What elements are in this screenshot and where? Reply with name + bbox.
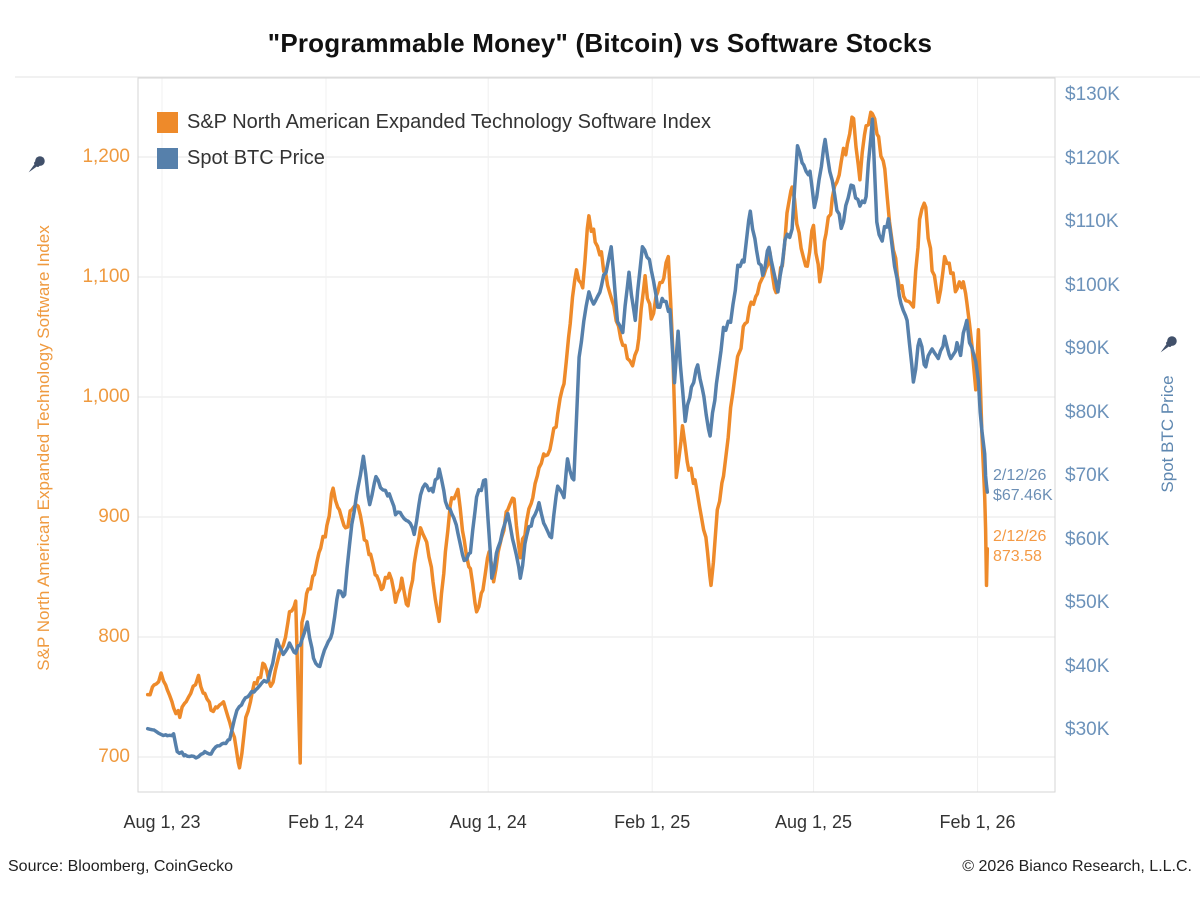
x-axis-tick-label: Feb 1, 24 <box>287 812 365 832</box>
left-axis-tick-label: 800 <box>98 626 130 647</box>
legend-item: Spot BTC Price <box>157 147 711 170</box>
btc-last-value-annotation: 2/12/26 $67.46K <box>993 466 1053 506</box>
legend-label: Spot BTC Price <box>187 147 325 169</box>
x-axis-tick-label: Feb 1, 25 <box>614 812 691 832</box>
left-axis-tick-label: 900 <box>98 506 130 527</box>
left-axis-tick-label: 1,200 <box>82 146 130 167</box>
plot-border <box>137 77 1056 793</box>
right-axis-tick-label: $50K <box>1065 592 1110 613</box>
software-annotation-date: 2/12/26 <box>993 528 1047 545</box>
btc-annotation-date: 2/12/26 <box>993 467 1047 484</box>
software-index-line <box>145 110 990 770</box>
pushpin-icon <box>1160 336 1177 353</box>
software-annotation-value: 873.58 <box>993 548 1042 565</box>
x-axis-tick-label: Feb 1, 26 <box>939 812 1016 832</box>
x-axis-tick-label: Aug 1, 25 <box>775 812 853 832</box>
pushpin-icon <box>28 156 45 173</box>
left-axis-tick-label: 700 <box>98 746 130 767</box>
left-axis-tick-label: 1,100 <box>82 266 130 287</box>
copyright-note: © 2026 Bianco Research, L.L.C. <box>962 858 1192 875</box>
right-axis-tick-label: $90K <box>1065 338 1110 359</box>
left-axis-tick-label: 1,000 <box>82 386 130 407</box>
right-axis-tick-label: $60K <box>1065 528 1110 550</box>
left-axis-title: S&P North American Expanded Technology S… <box>34 225 53 671</box>
legend-swatch-icon <box>157 112 178 133</box>
legend-label: S&P North American Expanded Technology S… <box>187 111 712 133</box>
page-title: "Programmable Money" (Bitcoin) vs Softwa… <box>267 28 933 58</box>
right-axis-tick-label: $70K <box>1065 465 1110 486</box>
right-axis-tick-label: $120K <box>1065 147 1120 169</box>
right-axis-tick-label: $100K <box>1065 274 1120 296</box>
source-note: Source: Bloomberg, CoinGecko <box>8 858 233 875</box>
right-axis-tick-label: $80K <box>1065 401 1110 423</box>
btc-price-line <box>145 117 990 760</box>
legend-item: S&P North American Expanded Technology S… <box>157 111 711 134</box>
right-axis-tick-label: $40K <box>1065 655 1110 677</box>
right-axis-tick-label: $110K <box>1065 211 1119 232</box>
right-axis-title: Spot BTC Price <box>1158 375 1177 493</box>
chart-legend: S&P North American Expanded Technology S… <box>157 111 711 183</box>
btc-annotation-value: $67.46K <box>993 487 1053 504</box>
legend-swatch-icon <box>157 148 178 169</box>
software-last-value-annotation: 2/12/26 873.58 <box>993 527 1046 567</box>
right-axis-tick-label: $130K <box>1065 84 1120 105</box>
x-axis-tick-label: Aug 1, 23 <box>123 812 201 832</box>
x-axis-tick-label: Aug 1, 24 <box>449 812 527 832</box>
right-axis-tick-label: $30K <box>1065 719 1110 740</box>
